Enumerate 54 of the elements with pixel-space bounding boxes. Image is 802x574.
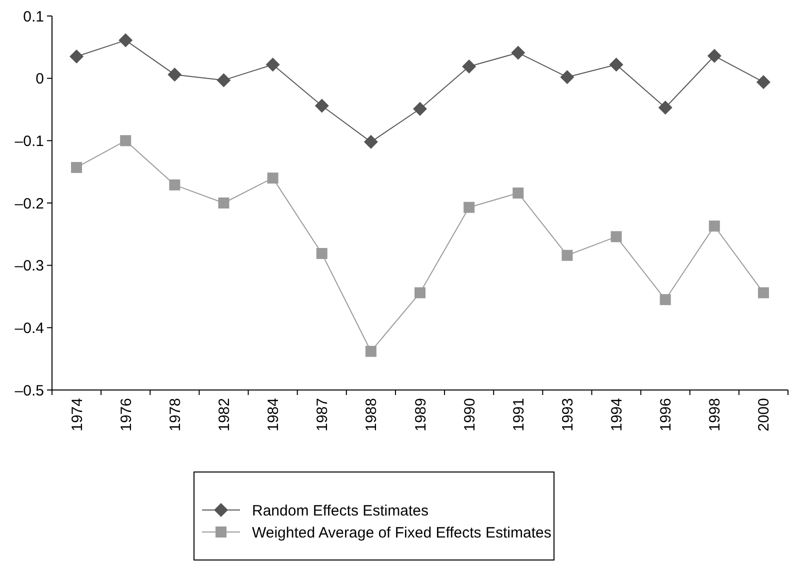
point [758,287,769,298]
y-tick-label: –0.4 [14,320,44,337]
x-tick-label: 1988 [363,398,380,432]
x-tick-label: 2000 [756,398,773,432]
point [169,179,180,190]
x-tick-label: 1993 [559,398,576,432]
y-tick-label: –0.5 [14,382,44,400]
point [216,73,231,88]
point [168,68,182,82]
point [120,135,132,146]
point [118,33,133,48]
x-tick-label: 1987 [314,398,332,432]
point [511,46,526,60]
x-tick-label: 1984 [265,398,282,432]
x-tick-label: 1974 [68,398,86,432]
x-tick-label: 1978 [166,398,184,432]
point [562,250,573,261]
point [464,202,475,213]
x-tick-label: 1991 [510,398,528,432]
point [560,70,574,84]
y-tick-label: –0.3 [14,258,44,275]
point [609,58,624,72]
point [413,102,427,116]
legend-label: Weighted Average of Fixed Effects Estimates [252,524,552,542]
point [414,287,426,298]
point [70,50,84,64]
x-tick-label: 1989 [412,398,430,432]
point [71,162,82,173]
y-tick-label: 0 [36,70,44,88]
point [512,188,524,199]
x-tick-label: 1990 [461,398,478,432]
point [266,58,280,72]
y-tick-label: –0.2 [14,195,44,212]
point [218,198,230,208]
x-tick-label: 1982 [216,398,233,432]
point [756,75,770,90]
point [365,346,376,357]
point [364,134,378,149]
y-tick-label: 0.1 [23,8,44,26]
point [708,220,720,232]
point [267,172,278,184]
x-tick-label: 1996 [658,398,675,432]
x-tick-label: 1998 [706,398,724,432]
point [707,48,722,63]
point [658,100,672,115]
point [314,98,329,113]
x-tick-label: 1994 [608,398,626,432]
x-tick-label: 1976 [118,398,135,432]
point [660,294,671,306]
point [462,59,476,74]
point [610,231,622,242]
y-tick-label: –0.1 [14,132,44,150]
point [316,248,328,259]
legend-label: Random Effects Estimates [252,502,428,520]
